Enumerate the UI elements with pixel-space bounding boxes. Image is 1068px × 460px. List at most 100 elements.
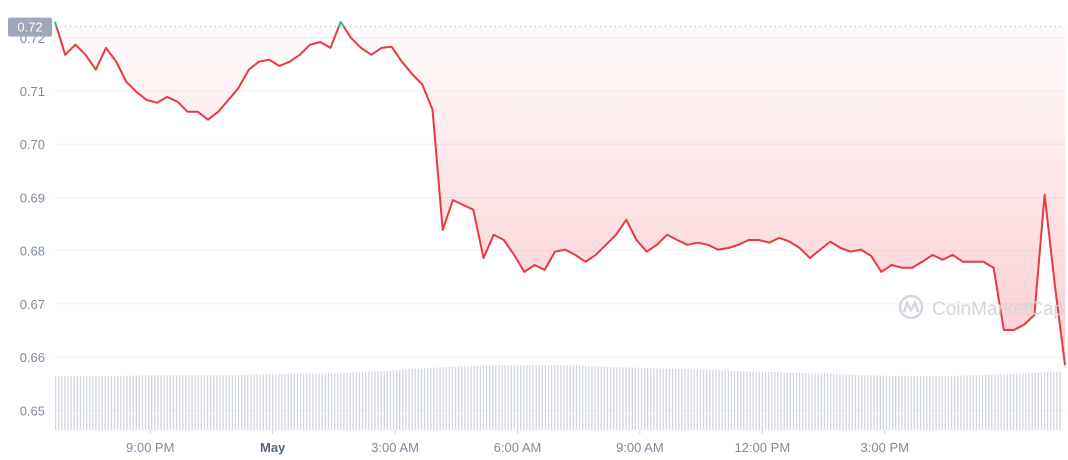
volume-bar [132,375,134,430]
volume-bar [851,374,853,430]
volume-bar [758,371,760,430]
volume-bar [237,374,240,430]
volume-bar [182,375,184,430]
watermark-text: CoinMarketCap [932,299,1064,320]
volume-bar [299,373,302,430]
price-area-fill [56,26,1065,366]
volume-bar [808,373,810,430]
volume-bar [451,366,454,430]
volume-bar [510,365,512,430]
volume-bar [743,371,745,430]
volume-bar [244,374,246,430]
volume-bar [327,373,330,430]
volume-bar [82,376,85,430]
volume-bar [640,367,643,430]
volume-bar [969,375,971,430]
volume-bar [55,376,57,430]
volume-bar [563,365,565,430]
volume-bar [687,369,689,430]
volume-bar [504,365,506,430]
volume-bar [293,373,295,430]
volume-bar [309,373,311,430]
volume-bar [492,365,494,430]
volume-bar [774,372,776,430]
volume-bar [516,365,519,430]
volume-bar [752,371,754,430]
volume-bar [1000,374,1002,430]
volume-bar [600,366,602,430]
volume-bar [879,375,881,430]
volume-bar [671,368,674,430]
volume-bar [606,366,609,430]
volume-bar [1003,374,1005,430]
volume-bar [427,368,429,430]
volume-bar [603,366,605,430]
volume-bar [656,368,658,430]
volume-bar [76,376,78,430]
volume-bar [262,374,264,430]
volume-bar [228,375,230,430]
volume-bar [73,376,75,430]
volume-bar [789,372,791,430]
volume-bar [588,366,590,430]
volume-bar [706,370,708,430]
volume-bar [1012,373,1015,430]
price-line-below-baseline[interactable] [55,22,1066,366]
volume-bar [681,369,683,430]
volume-bar [1025,373,1027,430]
volume-bar [281,374,283,430]
volume-bar [340,373,342,430]
volume-bar [241,374,243,430]
volume-bar [799,373,801,430]
volume-bar [616,367,618,430]
volume-bar [814,373,816,430]
volume-bar [715,370,717,430]
volume-bar [513,365,516,430]
volume-bar [284,374,286,430]
volume-bar [188,375,190,430]
volume-bar [867,375,869,430]
x-tick-label: 3:00 AM [371,440,419,455]
volume-bar [1053,371,1055,430]
volume-bar [67,376,69,430]
volume-bar [129,375,131,430]
volume-bar [485,365,488,430]
coinmarketcap-logo-mark [902,299,920,313]
x-tick-label: 12:00 PM [735,440,791,455]
volume-bar [944,376,946,430]
volume-bar [991,374,993,430]
volume-bar [1028,373,1030,430]
volume-bar [631,367,633,430]
volume-bar [101,376,103,430]
volume-bar [836,374,838,430]
volume-bar [138,375,140,430]
volume-bar [210,375,212,430]
volume-bar [1009,373,1012,430]
volume-bar [848,374,850,430]
volume-bar [448,366,450,430]
volume-bar [709,370,711,430]
volume-bar [572,365,574,430]
volume-bar [662,368,664,430]
volume-bar [64,376,66,430]
volume-bar [764,371,767,430]
volume-bar [733,370,736,430]
volume-bar [730,370,733,430]
volume-bar [470,366,472,430]
volume-bar [644,368,646,430]
baseline-badge-bg [8,17,52,37]
volume-bar [823,373,826,430]
volume-bar [907,376,909,430]
volume-bar [501,365,503,430]
volume-bar [938,376,940,430]
volume-bar [727,370,729,430]
volume-bar [761,371,764,430]
volume-bar [721,370,723,430]
volume-bar [817,373,819,430]
volume-bar [312,373,314,430]
volume-bar [275,374,277,430]
volume-bar [79,376,82,430]
volume-bar [957,375,959,430]
